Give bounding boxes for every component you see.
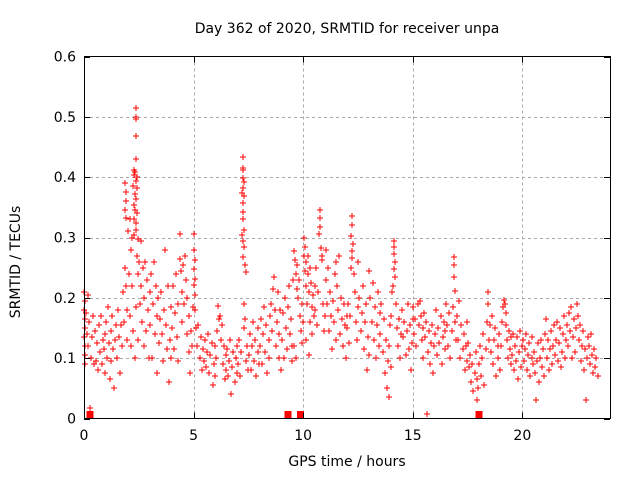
y-tick-label: 0.2	[54, 291, 76, 307]
event-marker-square	[475, 411, 483, 418]
y-tick-label: 0.5	[54, 110, 76, 126]
y-tick-label: 0	[67, 412, 76, 428]
x-tick-label: 5	[189, 428, 198, 444]
event-marker-square	[86, 411, 94, 418]
plot-frame	[84, 56, 611, 419]
x-tick-label: 15	[404, 428, 422, 444]
x-tick-label: 20	[513, 428, 531, 444]
x-tick-label: 10	[294, 428, 312, 444]
y-tick-label: 0.6	[54, 50, 76, 66]
y-tick-label: 0.1	[54, 351, 76, 367]
y-tick-label: 0.3	[54, 231, 76, 247]
y-tick-label: 0.4	[54, 170, 76, 186]
event-marker-square	[284, 411, 292, 418]
y-axis-label: SRMTID / TECUs	[8, 206, 24, 319]
event-markers	[86, 411, 483, 418]
chart-title: Day 362 of 2020, SRMTID for receiver unp…	[195, 21, 500, 37]
axis-ticks	[84, 56, 610, 420]
x-tick-label: 0	[80, 428, 89, 444]
x-axis-label: GPS time / hours	[288, 454, 405, 470]
event-marker-square	[296, 411, 304, 418]
